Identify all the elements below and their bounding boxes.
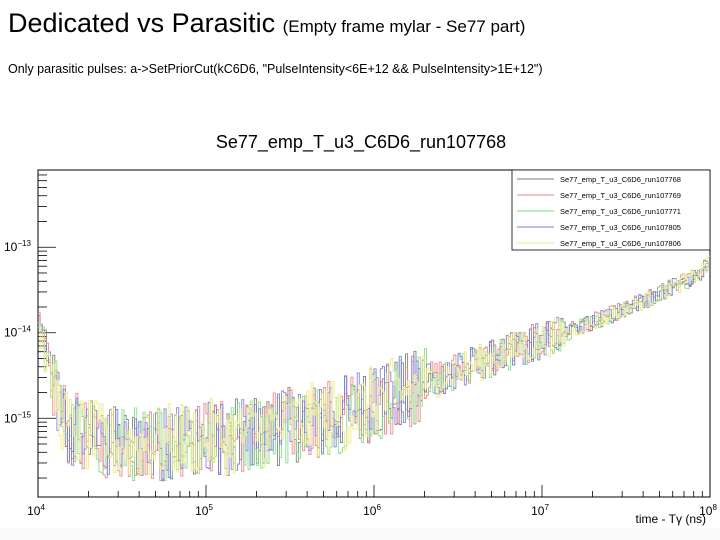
y-tick-label: 10−15 xyxy=(4,410,31,425)
legend-entry-2: Se77_emp_T_u3_C6D6_run107769 xyxy=(560,191,681,200)
slide-title-main: Dedicated vs Parasitic xyxy=(8,8,276,38)
legend-entry-3: Se77_emp_T_u3_C6D6_run107771 xyxy=(560,207,681,216)
x-axis-label: time - Tγ (ns) xyxy=(636,512,706,526)
y-tick-label: 10−14 xyxy=(4,325,31,340)
chart-svg: Se77_emp_T_u3_C6D6_run107768 104 105 106 107… xyxy=(4,132,717,526)
x-tick-label: 105 xyxy=(195,503,213,518)
series-line-4 xyxy=(38,263,710,482)
series-line-2 xyxy=(38,265,710,481)
chart-title: Se77_emp_T_u3_C6D6_run107768 xyxy=(216,132,506,153)
series-line-3 xyxy=(38,262,710,481)
slide-subtitle: (Empty frame mylar - Se77 part) xyxy=(282,17,526,36)
x-tick-label: 107 xyxy=(531,503,549,518)
legend-box xyxy=(511,169,711,251)
x-tick-label: 108 xyxy=(699,503,717,518)
cut-description: Only parasitic pulses: a->SetPriorCut(kC… xyxy=(8,62,543,76)
series-line-5 xyxy=(38,255,710,477)
legend-entry-4: Se77_emp_T_u3_C6D6_run107805 xyxy=(560,223,681,232)
slide-title: Dedicated vs Parasitic (Empty frame myla… xyxy=(8,8,525,39)
footer-strip xyxy=(0,528,720,540)
x-tick-label: 104 xyxy=(27,503,45,518)
x-tick-label: 106 xyxy=(363,503,381,518)
series-line-1 xyxy=(38,259,710,480)
plot-canvas: Se77_emp_T_u3_C6D6_run107768 104 105 106 107… xyxy=(0,120,720,530)
legend-entry-5: Se77_emp_T_u3_C6D6_run107806 xyxy=(560,239,681,248)
legend-entry-1: Se77_emp_T_u3_C6D6_run107768 xyxy=(560,175,681,184)
y-tick-label: 10−13 xyxy=(4,239,31,254)
